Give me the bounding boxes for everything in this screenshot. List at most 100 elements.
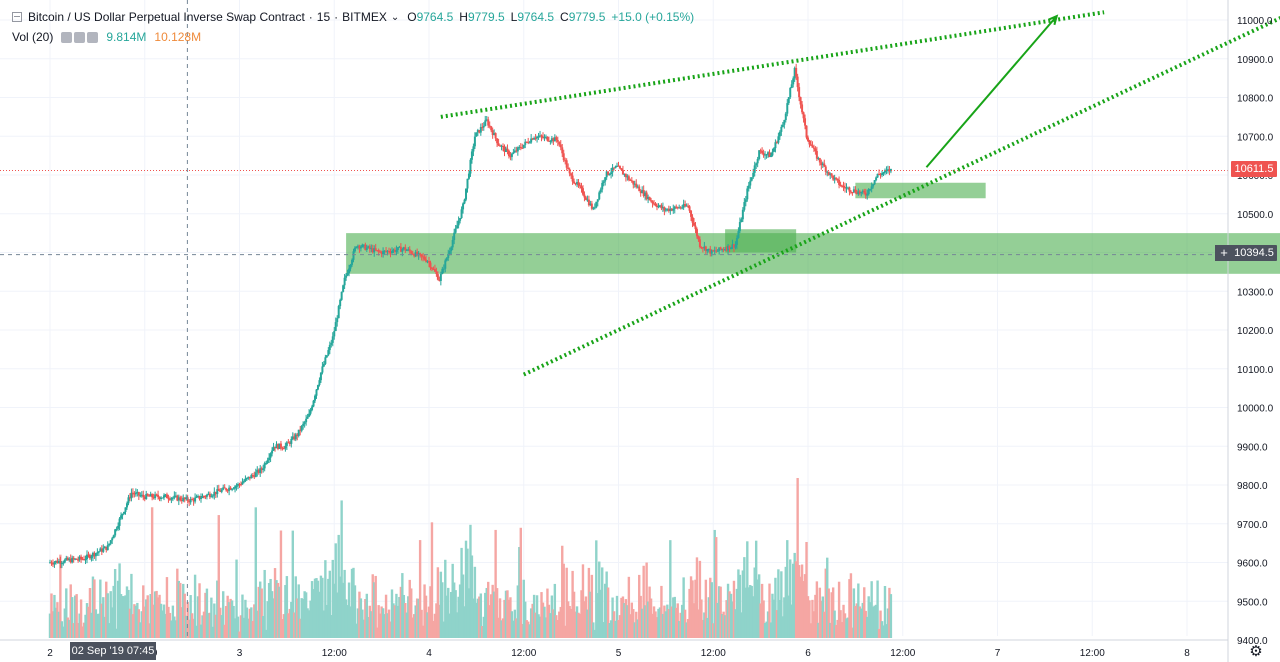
volume-bar [133,604,136,638]
add-alert-icon[interactable]: + [1215,245,1233,261]
candle-body [49,562,51,564]
candle-body [447,253,450,259]
volume-bar [401,573,404,638]
candle-body [783,120,786,125]
candle-body [125,503,128,508]
candle-body [314,395,317,401]
volume-bar [846,617,850,638]
volume-bar [179,582,182,638]
volume-bar [728,591,731,638]
candle-body [855,192,858,194]
volume-title[interactable]: Vol (20) [12,30,54,44]
volume-bar [399,586,403,638]
candle-body [841,185,844,187]
candle-body [51,563,54,565]
volume-bar [458,584,462,638]
candle-body [580,186,583,189]
volume-bar [389,621,392,638]
volume-bar [79,599,83,638]
volume-bar [763,622,767,638]
candle-body [225,488,228,491]
volume-bar [227,602,231,638]
volume-bar [190,613,194,638]
chevron-down-icon[interactable]: ⌄ [390,11,400,23]
candle-body [392,249,395,252]
volume-bar [482,616,485,638]
volume-bar [709,577,712,638]
volume-bar [467,588,471,638]
x-tick-label: 4 [426,648,432,659]
candle-body [781,124,784,127]
candle-body [604,177,607,182]
volume-bar [501,618,505,638]
candle-body [584,197,587,200]
volume-bar [648,586,651,638]
exchange-label[interactable]: BITMEX [342,10,387,24]
y-tick-label: 11000.0 [1237,16,1273,27]
candle-body [567,167,570,170]
volume-bar [877,628,881,638]
volume-bar [783,597,786,638]
candle-body [844,187,847,189]
volume-bar [538,616,542,638]
volume-bar [140,611,143,638]
candle-body [479,127,482,133]
candle-body [211,495,214,497]
candle-body [248,476,251,479]
volume-bar [707,597,711,638]
volume-bar [71,597,74,638]
candle-body [291,436,294,440]
volume-bar [640,608,644,638]
volume-bar [848,579,851,638]
eye-icon[interactable] [61,31,73,43]
volume-bar [333,583,336,638]
volume-bar [296,598,299,638]
volume-bar [293,612,296,638]
volume-bar [815,581,819,638]
gear-icon[interactable]: ⚙ [1249,643,1263,660]
volume-bar [580,590,583,638]
volume-bar [757,574,761,638]
settings-small-icon[interactable] [74,31,86,43]
candle-body [284,445,287,449]
candle-body [515,150,518,152]
volume-bar [756,579,759,638]
volume-bar [330,615,333,638]
candle-body [256,469,259,473]
interval-label[interactable]: 15 [316,10,331,24]
candle-body [519,146,522,148]
collapse-icon[interactable] [12,12,22,22]
volume-bar [845,618,848,638]
candle-body [522,144,525,148]
candle-body [75,558,78,560]
candle-body [162,495,165,498]
close-icon[interactable] [87,31,99,43]
candle-body [562,153,565,161]
symbol-legend: Bitcoin / US Dollar Perpetual Inverse Sw… [12,10,694,24]
volume-bar [331,559,334,638]
volume-bar [722,611,725,638]
candle-body [87,554,90,556]
volume-bar [874,604,878,638]
volume-bar [165,577,169,638]
volume-bar [110,607,114,638]
volume-bar [700,599,703,638]
candle-body [774,142,777,149]
candle-body [121,513,124,516]
candle-body [453,232,456,241]
last-price-badge: 10611.5 [1231,161,1277,177]
volume-bar [118,563,121,638]
candle-body [715,250,718,252]
symbol-title[interactable]: Bitcoin / US Dollar Perpetual Inverse Sw… [28,10,305,24]
candle-body [565,160,568,168]
candle-body [139,495,142,497]
volume-bar [367,616,370,638]
volume-bar [429,586,432,638]
volume-bar [244,599,247,638]
volume-bar [340,500,343,638]
volume-bar [657,608,660,638]
candle-body [195,496,198,498]
volume-bar [161,610,164,638]
candle-body [142,494,145,497]
